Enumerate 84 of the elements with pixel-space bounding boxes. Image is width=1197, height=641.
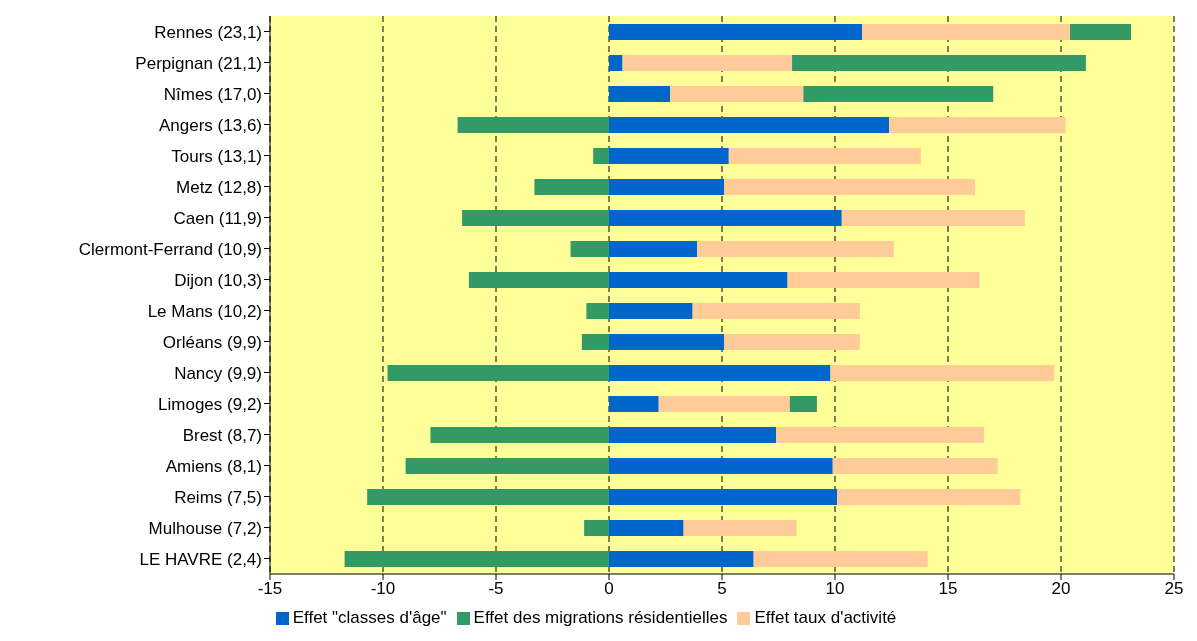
y-tick-label: Angers (13,6)	[159, 115, 262, 135]
bar	[830, 365, 1055, 381]
y-tick-label: Mulhouse (7,2)	[148, 518, 262, 538]
bar	[670, 86, 804, 102]
bar	[728, 148, 921, 164]
bar	[789, 396, 817, 412]
bar	[609, 179, 725, 195]
bar	[570, 241, 609, 257]
bar	[862, 24, 1071, 40]
bar	[832, 458, 998, 474]
y-tick-label: Tours (13,1)	[171, 146, 262, 166]
bar	[586, 303, 609, 319]
bar	[658, 396, 790, 412]
bar	[609, 458, 833, 474]
y-tick-label: LE HAVRE (2,4)	[139, 549, 262, 569]
y-tick-label: Rennes (23,1)	[154, 22, 262, 42]
x-tick-label: -15	[257, 579, 283, 599]
bar	[468, 272, 609, 288]
bar	[593, 148, 609, 164]
bar	[724, 179, 976, 195]
bar	[609, 24, 863, 40]
bar	[609, 117, 890, 133]
bar	[609, 551, 754, 567]
x-tick-label: 5	[717, 579, 727, 599]
bar	[609, 241, 698, 257]
bar	[1070, 24, 1132, 40]
y-tick-label: Clermont-Ferrand (10,9)	[78, 239, 262, 259]
y-tick-label: Dijon (10,3)	[174, 270, 262, 290]
bar	[387, 365, 609, 381]
y-tick-label: Caen (11,9)	[173, 208, 262, 228]
bar	[776, 427, 985, 443]
y-tick-label: Le Mans (10,2)	[147, 301, 262, 321]
y-tick-label: Brest (8,7)	[182, 425, 262, 445]
bar	[609, 303, 693, 319]
y-tick-label: Amiens (8,1)	[165, 456, 262, 476]
bar	[622, 55, 793, 71]
legend-label: Effet des migrations résidentielles	[473, 608, 728, 627]
bar	[692, 303, 860, 319]
x-tick-label: -10	[370, 579, 396, 599]
bar	[609, 272, 788, 288]
x-tick-label: 20	[1051, 579, 1071, 599]
bar	[683, 520, 797, 536]
bar	[609, 334, 725, 350]
y-tick-label: Nîmes (17,0)	[163, 84, 262, 104]
y-tick-label: Perpignan (21,1)	[135, 53, 262, 73]
bar	[609, 148, 729, 164]
x-tick-label: 10	[825, 579, 845, 599]
bar	[367, 489, 609, 505]
bar	[609, 55, 623, 71]
bar	[457, 117, 609, 133]
y-tick-label: Limoges (9,2)	[158, 394, 262, 414]
bar	[753, 551, 928, 567]
bar	[584, 520, 609, 536]
x-tick-label: 15	[938, 579, 958, 599]
legend-label: Effet taux d'activité	[754, 608, 897, 627]
bar	[609, 520, 684, 536]
bar	[534, 179, 609, 195]
bar	[803, 86, 994, 102]
y-tick-label: Nancy (9,9)	[174, 363, 262, 383]
x-tick-label: 0	[604, 579, 614, 599]
bar	[787, 272, 980, 288]
bar	[609, 396, 659, 412]
y-tick-label: Orléans (9,9)	[162, 332, 262, 352]
bar	[462, 210, 609, 226]
x-tick-label: -5	[488, 579, 504, 599]
y-tick-label: Reims (7,5)	[174, 487, 262, 507]
bar	[609, 86, 671, 102]
bar	[609, 427, 777, 443]
x-tick-label: 25	[1164, 579, 1184, 599]
bar	[724, 334, 860, 350]
bar	[609, 365, 831, 381]
y-tick-label: Metz (12,8)	[176, 177, 262, 197]
bar	[430, 427, 609, 443]
bar	[405, 458, 609, 474]
bar	[609, 210, 842, 226]
bar	[344, 551, 609, 567]
legend-label: Effet "classes d'âge"	[292, 608, 447, 627]
bar	[609, 489, 838, 505]
bar	[792, 55, 1086, 71]
bar	[581, 334, 609, 350]
bar	[697, 241, 894, 257]
bar	[841, 210, 1025, 226]
bar	[837, 489, 1021, 505]
bar	[889, 117, 1066, 133]
